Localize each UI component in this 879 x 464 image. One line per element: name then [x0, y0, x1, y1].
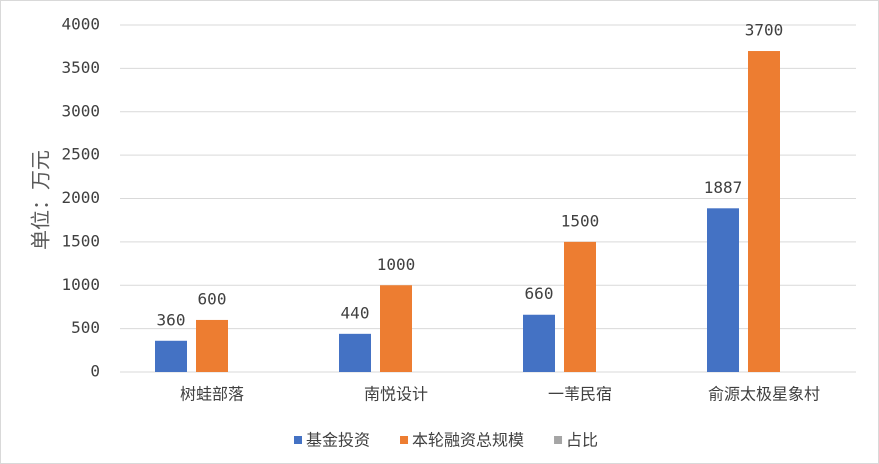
bar — [155, 340, 187, 372]
data-label: 360 — [157, 310, 186, 329]
y-tick-label: 2500 — [61, 145, 100, 164]
data-label: 3700 — [745, 21, 784, 40]
y-tick-label: 2000 — [61, 188, 100, 207]
bar — [523, 314, 555, 372]
legend-label: 基金投资 — [306, 431, 370, 450]
y-tick-label: 1500 — [61, 231, 100, 250]
y-tick-label: 500 — [71, 318, 100, 337]
y-tick-label: 0 — [90, 362, 100, 381]
x-tick-label: 南悦设计 — [364, 385, 428, 404]
bar — [564, 241, 596, 372]
legend-label: 本轮融资总规模 — [412, 431, 524, 450]
x-tick-label: 树蛙部落 — [180, 385, 244, 404]
y-tick-label: 4000 — [61, 15, 100, 34]
bar — [748, 51, 780, 373]
data-label: 440 — [341, 303, 370, 322]
x-tick-label: 一苇民宿 — [548, 385, 612, 404]
bar — [380, 285, 412, 372]
data-label: 1000 — [377, 255, 416, 274]
bar — [339, 333, 371, 372]
data-label: 660 — [525, 284, 554, 303]
y-axis-label: 单位：万元 — [29, 150, 53, 250]
y-tick-label: 3500 — [61, 58, 100, 77]
data-label: 1887 — [704, 178, 743, 197]
legend-swatch — [400, 436, 409, 444]
y-tick-label: 1000 — [61, 275, 100, 294]
legend-swatch — [294, 436, 302, 444]
legend-swatch — [554, 436, 563, 444]
legend-label: 占比 — [566, 431, 598, 450]
data-label: 600 — [198, 289, 227, 308]
data-label: 1500 — [561, 211, 600, 230]
x-tick-label: 俞源太极星象村 — [708, 385, 820, 404]
y-tick-label: 3000 — [61, 101, 100, 120]
bar — [196, 319, 228, 372]
bar — [707, 208, 739, 372]
